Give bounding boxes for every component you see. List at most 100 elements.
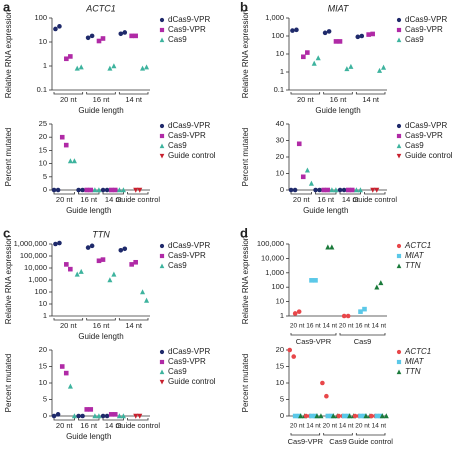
data-point <box>159 17 165 23</box>
x-tick-label: 14 nt <box>372 423 387 430</box>
panel-letter: a <box>3 0 11 14</box>
data-point <box>396 133 402 139</box>
data-point <box>159 349 165 355</box>
data-point <box>57 240 62 246</box>
data-point <box>96 258 102 264</box>
group-bracket <box>290 433 321 436</box>
y-tick-label: 15 <box>39 361 47 370</box>
x-axis-label: Guide length <box>78 332 123 341</box>
data-point <box>159 123 165 129</box>
legend-label: dCas9-VPR <box>405 121 447 130</box>
data-point <box>112 412 118 417</box>
category-bracket <box>127 418 149 421</box>
data-point <box>159 133 165 139</box>
data-point <box>71 413 77 419</box>
data-point <box>53 26 58 32</box>
data-point <box>313 278 318 283</box>
data-point <box>116 413 122 419</box>
legend-label: Cas9-VPR <box>168 357 206 366</box>
x-tick-label: 14 nt <box>323 323 338 330</box>
data-point <box>362 306 367 312</box>
category-bracket <box>53 318 84 321</box>
data-point <box>359 33 365 39</box>
data-point <box>100 36 106 41</box>
data-point <box>55 412 61 417</box>
y-tick-label: 1 <box>43 311 47 320</box>
data-point <box>112 187 118 193</box>
data-point <box>88 407 94 412</box>
y-tick-label: 1,000,000 <box>14 239 47 248</box>
data-point <box>63 370 69 376</box>
data-point <box>76 413 81 419</box>
y-axis-label: Percent mutated <box>241 128 250 187</box>
data-point <box>305 50 310 55</box>
category-bracket <box>355 92 386 95</box>
data-point <box>144 297 150 303</box>
data-point <box>140 65 146 71</box>
x-tick-label: 16 nt <box>330 95 348 104</box>
data-point <box>378 280 384 286</box>
data-point <box>133 259 138 265</box>
group-bracket <box>339 333 386 336</box>
data-point <box>118 247 124 253</box>
data-point <box>159 143 165 149</box>
y-tick-label: 0 <box>43 185 47 194</box>
y-tick-label: 5 <box>43 172 47 181</box>
data-point <box>355 34 361 40</box>
data-point <box>362 413 367 419</box>
y-tick-label: 0.1 <box>37 85 47 94</box>
data-point <box>341 413 347 419</box>
y-axis-label: Percent mutated <box>4 354 13 413</box>
group-label: Cas9 <box>354 337 372 346</box>
group-label: Cas9 <box>329 437 347 446</box>
legend-label: Cas9 <box>405 35 424 44</box>
chart-title: MIAT <box>328 3 350 13</box>
data-point <box>333 187 339 193</box>
x-tick-label: 16 nt <box>355 323 370 330</box>
data-point <box>85 35 91 41</box>
data-point <box>118 31 124 37</box>
data-point <box>122 30 128 35</box>
data-point <box>100 257 106 262</box>
data-point <box>357 187 363 193</box>
x-tick-label: 16 nt <box>80 195 98 204</box>
group-bracket <box>290 333 337 336</box>
y-tick-label: 10 <box>276 378 284 387</box>
data-point <box>92 187 98 193</box>
data-point <box>291 354 297 359</box>
category-bracket <box>290 92 321 95</box>
data-point <box>89 243 95 249</box>
y-tick-label: 1,000 <box>28 275 47 284</box>
data-point <box>326 29 332 34</box>
x-tick-label: 14 nt <box>339 423 354 430</box>
category-bracket <box>339 192 361 195</box>
data-point <box>396 17 402 23</box>
data-point <box>396 349 402 355</box>
data-point <box>129 262 134 267</box>
data-point <box>298 413 304 419</box>
data-point <box>74 271 80 277</box>
data-point <box>396 27 402 33</box>
data-point <box>396 359 402 365</box>
x-tick-label: 16 nt <box>93 321 111 330</box>
legend-label: ACTC1 <box>404 347 431 356</box>
category-bracket <box>364 192 386 195</box>
y-tick-label: 0 <box>280 411 284 420</box>
data-point <box>100 413 106 419</box>
category-bracket <box>86 318 116 321</box>
data-point <box>78 268 84 274</box>
legend-label: ACTC1 <box>404 241 431 250</box>
category-bracket <box>102 418 124 421</box>
data-point <box>140 289 146 295</box>
x-axis-label: Guide length <box>78 106 123 115</box>
x-tick-label: 20 nt <box>290 323 305 330</box>
panel-letter: c <box>3 225 10 240</box>
data-point <box>341 187 347 193</box>
data-point <box>370 31 375 37</box>
panel-letter: b <box>240 0 248 14</box>
legend-label: dCas9-VPR <box>168 347 210 356</box>
category-bracket <box>315 192 337 195</box>
data-point <box>329 413 335 419</box>
x-tick-label: 20 nt <box>339 323 354 330</box>
data-point <box>53 241 58 247</box>
